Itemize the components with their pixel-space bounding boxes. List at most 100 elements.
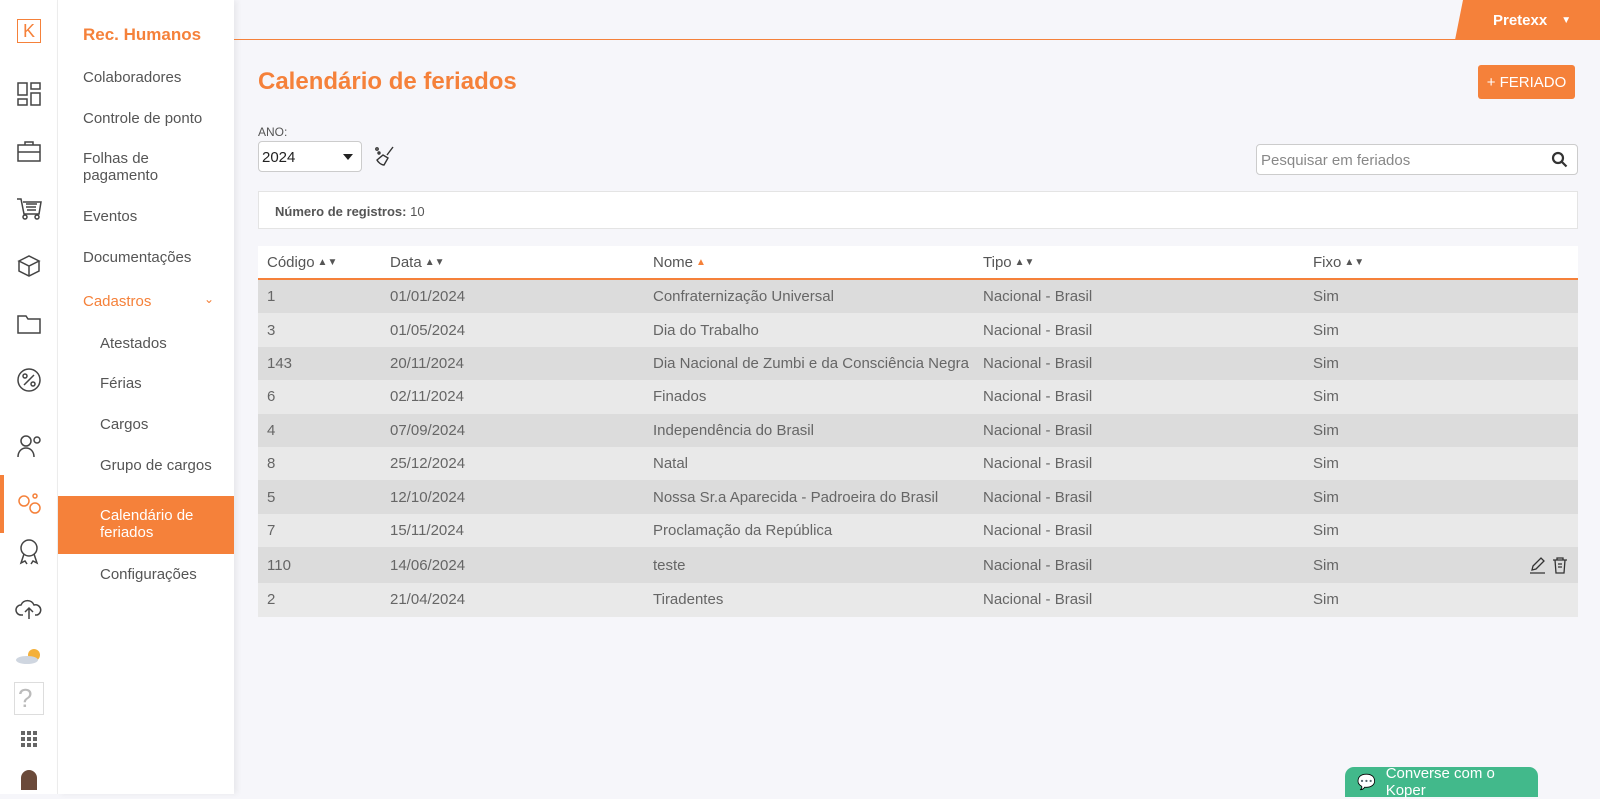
menu-item-calendario-de-feriados[interactable]: Calendário de feriados — [58, 496, 234, 554]
table-row[interactable]: 1 01/01/2024 Confraternização Universal Nac… — [258, 280, 1578, 314]
sort-icon: ▲▼ — [317, 257, 338, 269]
chat-bubble-icon: 💬 — [1357, 774, 1376, 791]
table-cell: teste — [653, 556, 686, 574]
sort-icon: ▲▼ — [424, 257, 445, 269]
table-cell: 02/11/2024 — [390, 388, 464, 406]
table-cell: 5 — [267, 488, 276, 506]
table-cell: Nacional - Brasil — [983, 321, 1093, 339]
sort-icon: ▲▼ — [1014, 257, 1035, 269]
cloud-upload-icon[interactable] — [14, 594, 44, 624]
table-cell: 07/09/2024 — [390, 421, 466, 439]
table-cell: 25/12/2024 — [390, 455, 466, 473]
table-row[interactable]: 143 20/11/2024 Dia Nacional de Zumbi e da … — [258, 346, 1578, 381]
table-cell: Dia do Trabalho — [653, 321, 759, 339]
help-icon[interactable]: ? — [14, 681, 44, 715]
table-cell: Nacional - Brasil — [983, 288, 1093, 306]
logo[interactable]: K — [14, 16, 44, 46]
table-cell: Sim — [1313, 488, 1339, 506]
table-cell: Sim — [1313, 321, 1339, 339]
table-row[interactable]: 8 25/12/2024 Natal Nacional - Brasil Sim — [258, 446, 1578, 481]
sort-icon: ▲▼ — [1344, 257, 1365, 269]
dashboard-icon[interactable] — [14, 79, 44, 109]
table-row[interactable]: 7 15/11/2024 Proclamação da República Nacio… — [258, 513, 1578, 548]
search-icon[interactable] — [1551, 151, 1568, 168]
menu-item-eventos[interactable]: Eventos — [83, 208, 138, 225]
table-row[interactable]: 5 12/10/2024 Nossa Sr.a Aparecida - Padroe… — [258, 480, 1578, 514]
table-cell: 110 — [267, 556, 291, 574]
table-cell: 01/05/2024 — [390, 321, 466, 339]
table-cell: Nacional - Brasil — [983, 556, 1093, 574]
table-header: Código ▲▼ Data ▲▼ Nome ▲ Tipo ▲▼ Fixo ▲▼ — [258, 246, 1578, 280]
column-header-codigo[interactable]: Código ▲▼ — [267, 253, 338, 271]
user-menu[interactable]: Pretexx ▼ — [1455, 0, 1600, 40]
folder-icon[interactable] — [14, 308, 44, 338]
table-cell: Finados — [653, 388, 707, 406]
table-cell: 1 — [267, 288, 276, 306]
briefcase-icon[interactable] — [14, 136, 44, 166]
column-header-nome[interactable]: Nome ▲ — [653, 253, 706, 271]
menu-item-cargos[interactable]: Cargos — [100, 416, 149, 433]
table-cell: Sim — [1313, 591, 1339, 609]
apps-grid-icon[interactable] — [14, 724, 44, 754]
sidebar-menu: Rec. Humanos Colaboradores Controle de p… — [58, 0, 234, 794]
menu-item-grupo-de-cargos[interactable]: Grupo de cargos — [100, 457, 212, 474]
hr-people-icon[interactable] — [14, 490, 44, 520]
table-cell: 2 — [267, 591, 276, 609]
menu-item-ferias[interactable]: Férias — [100, 375, 142, 392]
table-cell: 15/11/2024 — [390, 521, 464, 539]
table-row[interactable]: 110 14/06/2024 teste Nacional - Brasil Sim — [258, 547, 1578, 584]
award-icon[interactable] — [14, 536, 44, 566]
holidays-table: Código ▲▼ Data ▲▼ Nome ▲ Tipo ▲▼ Fixo ▲▼ 1 01/… — [258, 246, 1578, 617]
delete-icon[interactable] — [1552, 556, 1568, 574]
table-cell: Nacional - Brasil — [983, 388, 1093, 406]
menu-item-folhas-de-pagamento[interactable]: Folhas de pagamento — [83, 150, 159, 184]
column-header-tipo[interactable]: Tipo ▲▼ — [983, 253, 1035, 271]
table-cell: 7 — [267, 521, 276, 539]
top-bar: Pretexx ▼ — [234, 0, 1600, 40]
menu-item-atestados[interactable]: Atestados — [100, 335, 167, 352]
menu-item-controle-de-ponto[interactable]: Controle de ponto — [83, 110, 203, 127]
table-row[interactable]: 4 07/09/2024 Independência do Brasil Nacion… — [258, 413, 1578, 447]
worker-icon[interactable] — [14, 430, 44, 460]
clear-filter-broom-icon[interactable] — [373, 144, 397, 168]
chat-button[interactable]: 💬 Converse com o Koper — [1345, 765, 1538, 799]
menu-item-configuracoes[interactable]: Configurações — [100, 566, 197, 583]
percent-icon[interactable] — [14, 365, 44, 395]
icon-rail: K ? — [0, 0, 58, 794]
cart-icon[interactable] — [14, 193, 44, 223]
year-select[interactable]: 2024 — [258, 141, 362, 172]
table-cell: 01/01/2024 — [390, 288, 466, 306]
record-count: Número de registros: 10 — [258, 191, 1578, 229]
menu-section-cadastros[interactable]: Cadastros — [83, 293, 152, 310]
table-cell: Sim — [1313, 421, 1339, 439]
table-row[interactable]: 6 02/11/2024 Finados Nacional - Brasil Sim — [258, 380, 1578, 414]
table-cell: Nossa Sr.a Aparecida - Padroeira do Bras… — [653, 488, 939, 506]
avatar[interactable] — [14, 765, 44, 795]
table-cell: Nacional - Brasil — [983, 421, 1093, 439]
table-cell: Sim — [1313, 521, 1339, 539]
table-cell: 21/04/2024 — [390, 591, 466, 609]
table-cell: Nacional - Brasil — [983, 488, 1093, 506]
table-cell: Sim — [1313, 388, 1339, 406]
box-icon[interactable] — [14, 250, 44, 280]
menu-item-colaboradores[interactable]: Colaboradores — [83, 69, 182, 86]
table-cell: Sim — [1313, 288, 1339, 306]
table-cell: Nacional - Brasil — [983, 354, 1093, 372]
edit-icon[interactable] — [1529, 556, 1546, 574]
chevron-down-icon[interactable]: ⌄ — [204, 292, 215, 306]
table-cell: Confraternização Universal — [653, 288, 834, 306]
add-holiday-button[interactable]: + FERIADO — [1478, 65, 1575, 99]
column-header-fixo[interactable]: Fixo ▲▼ — [1313, 253, 1365, 271]
table-cell: Nacional - Brasil — [983, 591, 1093, 609]
menu-item-documentacoes[interactable]: Documentações — [83, 249, 192, 266]
caret-down-icon — [343, 154, 353, 160]
page-title: Calendário de feriados — [258, 68, 517, 95]
search-input[interactable]: Pesquisar em feriados — [1256, 144, 1578, 175]
table-cell: 20/11/2024 — [390, 354, 464, 372]
column-header-data[interactable]: Data ▲▼ — [390, 253, 445, 271]
table-row[interactable]: 3 01/05/2024 Dia do Trabalho Nacional - Bra… — [258, 313, 1578, 347]
menu-title: Rec. Humanos — [83, 25, 202, 44]
table-cell: Nacional - Brasil — [983, 521, 1093, 539]
table-cell: Tiradentes — [653, 591, 724, 609]
table-row[interactable]: 2 21/04/2024 Tiradentes Nacional - Brasil Si… — [258, 583, 1578, 617]
